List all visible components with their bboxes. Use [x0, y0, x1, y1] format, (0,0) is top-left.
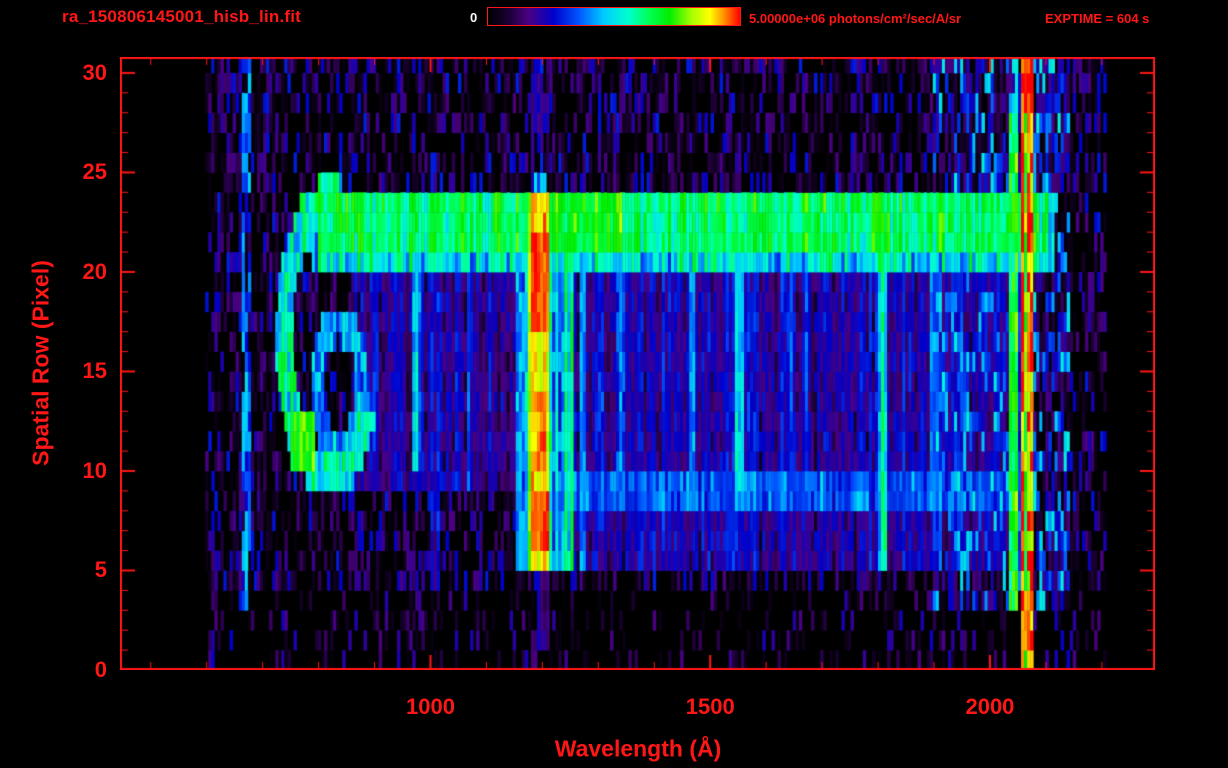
y-tick-label: 5 — [94, 557, 107, 583]
y-tick-label: 30 — [82, 59, 107, 85]
x-axis-title: Wavelength (Å) — [554, 735, 722, 762]
spectral-heatmap — [120, 57, 1155, 670]
y-tick-label: 10 — [82, 457, 107, 483]
x-tick-label: 2000 — [965, 694, 1015, 719]
y-tick-label: 15 — [82, 358, 107, 384]
y-tick-label: 25 — [82, 159, 107, 185]
colorbar-max-label: 5.00000e+06 photons/cm²/sec/A/sr — [749, 11, 962, 26]
filename-title: ra_150806145001_hisb_lin.fit — [62, 7, 302, 26]
x-tick-label: 1500 — [685, 694, 735, 719]
y-tick-label: 0 — [94, 657, 107, 682]
colorbar — [487, 7, 741, 26]
x-tick-label: 1000 — [406, 694, 455, 719]
colorbar-min-label: 0 — [470, 10, 478, 25]
exposure-time-label: EXPTIME = 604 s — [1045, 11, 1150, 26]
y-tick-label: 20 — [82, 258, 107, 284]
y-axis-title: Spatial Row (Pixel) — [27, 260, 54, 466]
